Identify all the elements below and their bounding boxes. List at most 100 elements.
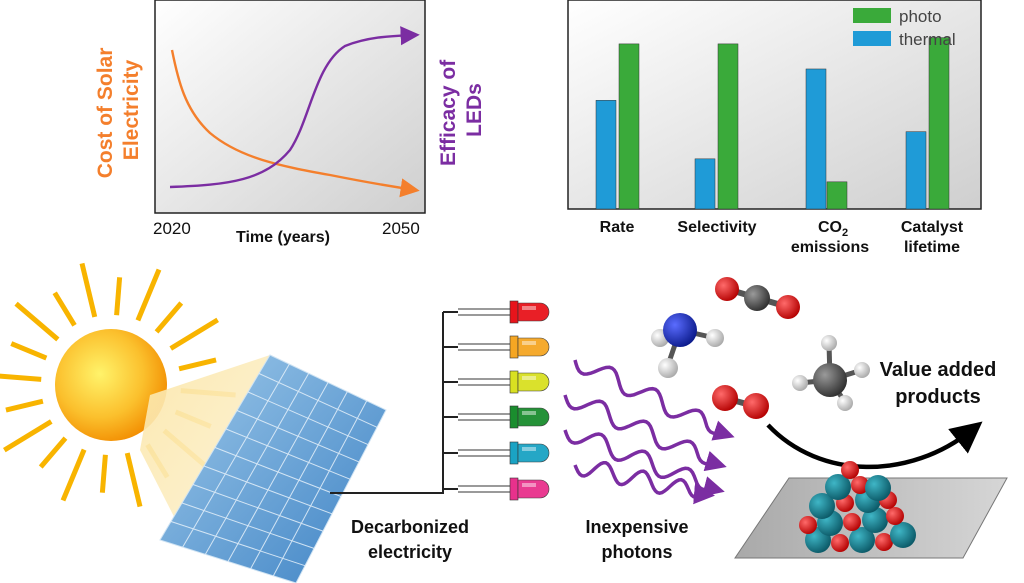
category-co2: CO2 (818, 219, 848, 239)
sun-ray (10, 341, 48, 361)
category-catalyst-line2: lifetime (904, 239, 960, 256)
panel-gridline (236, 410, 360, 463)
panel-gridline (225, 428, 351, 480)
sun-ray (0, 373, 42, 382)
sun-ray (114, 277, 123, 316)
catalyst-atom (809, 493, 835, 519)
led-icon-1 (443, 300, 550, 324)
co2-subscript: 2 (842, 227, 848, 239)
sun-ray (60, 448, 87, 502)
thermal-bar-1 (595, 100, 617, 210)
led-icon-5 (443, 441, 550, 465)
bar-group (595, 37, 950, 210)
products-label-line2: products (895, 386, 981, 408)
catalyst-atom (849, 527, 875, 553)
sun-ray (79, 262, 98, 318)
line-chart-y-label-right: Efficacy of LEDs (437, 54, 486, 166)
catalyst-atom (831, 534, 849, 552)
legend-photo-label: photo (899, 7, 942, 26)
co2-molecule-icon (715, 277, 800, 319)
decarbonized-label-line2: electricity (368, 542, 452, 562)
sun-ray (169, 317, 219, 351)
sun-ray (38, 436, 68, 469)
legend-thermal-label: thermal (899, 30, 956, 49)
legend-thermal-swatch (853, 31, 891, 46)
line-chart-plot-area (154, 0, 426, 214)
line-chart: Cost of Solar Electricity Efficacy of LE… (94, 0, 486, 246)
panel-gridline (214, 447, 342, 497)
photo-bar-3 (826, 181, 848, 210)
sun-ray (154, 301, 184, 334)
photon-wave-1 (573, 359, 735, 441)
panel-gridline (170, 521, 306, 567)
category-rate: Rate (600, 219, 635, 236)
catalyst-atom (841, 461, 859, 479)
products-label-line1: Value added (880, 359, 997, 381)
catalyst-atom (875, 533, 893, 551)
oxygen-molecule-icon (712, 385, 769, 419)
catalyst-atom (890, 522, 916, 548)
co2-main: CO (818, 219, 842, 236)
y-label-left-line1: Cost of Solar (94, 48, 117, 179)
led-icon-2 (443, 335, 550, 359)
panel-gridline (181, 502, 315, 549)
methane-molecule-icon (792, 335, 870, 411)
photon-wave-2 (563, 394, 727, 472)
sun-ray (3, 419, 53, 453)
sun-ray (14, 301, 60, 342)
y-label-right-line1: Efficacy of (437, 59, 460, 166)
bar-chart: photo thermal Rate Selectivity CO2 emiss… (567, 0, 982, 256)
catalyst-atom (825, 474, 851, 500)
thermal-bar-2 (694, 158, 716, 210)
led-array (443, 300, 550, 501)
catalyst-atom (865, 475, 891, 501)
photon-wave-3 (563, 429, 725, 497)
sun-ray (52, 291, 77, 327)
products-arrow (766, 421, 983, 470)
thermal-bar-3 (805, 68, 827, 210)
led-icon-3 (443, 370, 550, 394)
catalyst-atom (886, 507, 904, 525)
catalyst-atom (799, 516, 817, 534)
decarbonized-label-line1: Decarbonized (351, 517, 469, 537)
led-icon-6 (443, 477, 550, 501)
panel-gridline (192, 484, 324, 532)
sun-icon (55, 329, 167, 441)
catalyst-atom (851, 476, 869, 494)
catalyst-atom (843, 513, 861, 531)
light-beam (140, 355, 270, 548)
photons-label-line1: Inexpensive (585, 517, 688, 537)
x-start-label: 2020 (153, 219, 191, 238)
ammonia-molecule-icon (651, 313, 724, 378)
x-end-label: 2050 (382, 219, 420, 238)
y-label-right-line2: LEDs (463, 83, 486, 137)
photons-label-line2: photons (602, 542, 673, 562)
cost-curve (170, 49, 420, 198)
photon-waves (563, 359, 735, 505)
category-selectivity: Selectivity (677, 219, 756, 236)
line-chart-y-label-left: Cost of Solar Electricity (94, 42, 143, 179)
sun-ray (178, 357, 217, 372)
led-icon-4 (443, 405, 550, 429)
x-axis-label: Time (years) (236, 229, 330, 246)
photo-bar-4 (928, 37, 950, 210)
photo-bar-2 (717, 43, 739, 210)
panel-gridline (203, 465, 333, 515)
led-curve (169, 26, 420, 189)
power-wire (330, 312, 444, 494)
thermal-bar-4 (905, 131, 927, 210)
photo-bar-1 (618, 43, 640, 210)
sun-ray (124, 452, 143, 508)
panel-gridline (258, 373, 378, 428)
category-catalyst-line1: Catalyst (901, 219, 964, 236)
sun-ray (5, 398, 44, 413)
panel-gridline (247, 391, 369, 446)
category-co2-line2: emissions (791, 239, 869, 256)
sun-ray (99, 454, 108, 493)
solar-panel-icon (159, 354, 387, 583)
catalyst-cluster-icon (799, 461, 916, 553)
y-label-left-line2: Electricity (120, 59, 143, 160)
catalyst-atom (862, 507, 888, 533)
photon-wave-4 (573, 460, 715, 505)
